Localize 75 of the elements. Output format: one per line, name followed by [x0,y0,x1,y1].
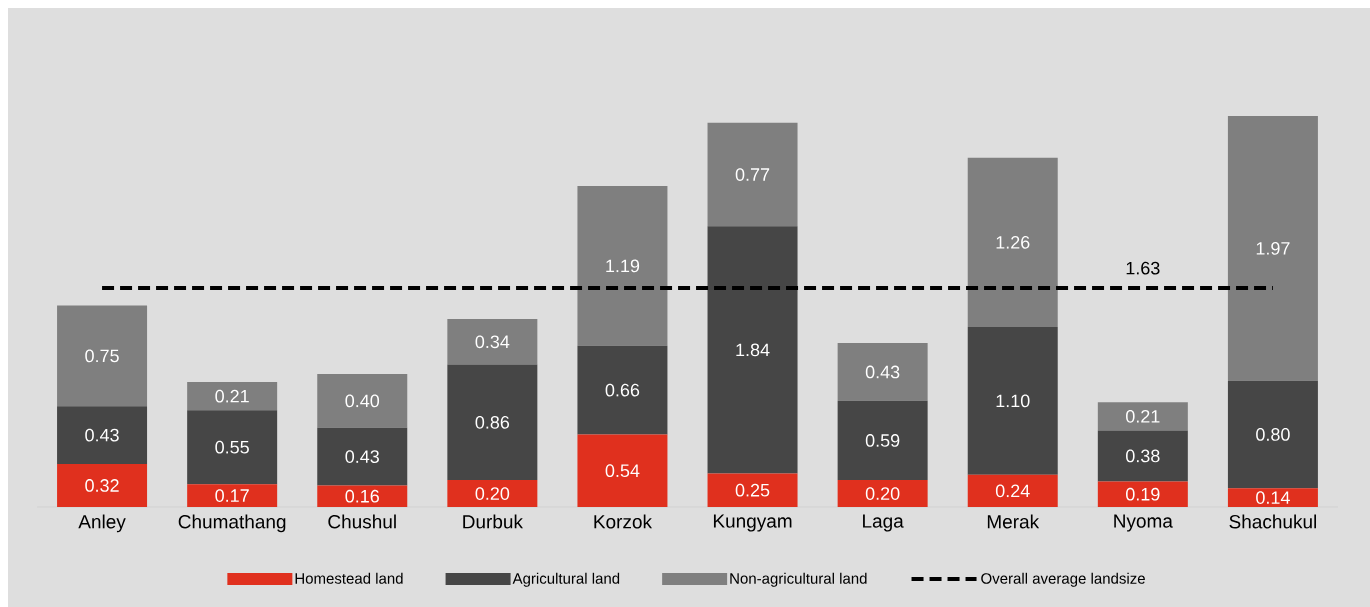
data-label: 0.25 [735,483,770,497]
bar [707,122,798,227]
data-label: 0.21 [1126,409,1160,423]
bar [187,382,278,411]
bar [57,464,148,507]
bar [447,318,538,365]
data-label: 0.43 [85,428,119,442]
data-label: 0.38 [1126,449,1160,463]
data-label: 0.43 [345,450,379,463]
bar [577,434,668,507]
bar [447,364,538,481]
bar [1227,116,1318,381]
legend-label: Non-agricultural land [730,572,867,587]
x-tick-label: Kungyam [713,514,792,532]
data-label: 0.59 [865,434,900,447]
bar [1227,380,1318,489]
legend-label: Overall average landsize [981,572,1145,587]
data-label: 1.84 [736,343,770,357]
data-label: 0.14 [1256,491,1290,504]
data-label: 1.63 [1126,261,1160,275]
x-tick-label: Laga [863,514,904,532]
bar [447,480,538,507]
bar [707,226,798,474]
data-label: 0.77 [735,168,770,181]
x-tick-label: Chushul [328,514,396,529]
bar [967,157,1058,327]
data-label: 1.19 [606,259,640,273]
data-label: 0.55 [215,440,249,454]
data-label: 0.24 [995,484,1030,498]
bar [577,185,668,346]
data-label: 0.20 [475,487,510,500]
data-label: 0.66 [605,383,640,397]
bar [967,327,1058,475]
x-tick-label: Anley [78,514,126,533]
data-label: 0.34 [475,335,510,349]
x-tick-label: Korzok [594,514,653,529]
x-tick-label: Nyoma [1114,514,1173,532]
data-label: 0.19 [1126,487,1160,501]
x-tick-label: Chumathang [178,514,286,533]
bar [1097,402,1188,431]
data-label: 0.16 [345,489,379,503]
data-label: 1.97 [1256,242,1290,255]
x-tick-label: Durbuk [463,514,523,529]
bar [187,484,278,507]
bar [187,410,278,485]
bar [837,480,928,507]
bar [1097,481,1188,507]
bar [967,474,1058,507]
bar [837,400,928,481]
data-label: 0.40 [345,394,380,408]
bar [1227,488,1318,507]
legend-label: Homestead land [295,572,403,584]
data-label: 0.43 [865,365,900,379]
bar [317,374,408,428]
bar [1097,430,1188,482]
bar [57,406,148,464]
data-label: 0.32 [85,479,119,492]
legend-label: Agricultural land [512,572,620,587]
bar [317,485,408,507]
data-label: 0.17 [215,489,249,502]
bar [57,305,148,407]
data-label: 1.26 [996,235,1030,249]
x-tick-label: Shachukul [1229,514,1316,529]
data-label: 0.21 [215,389,249,403]
bar [837,343,928,401]
data-label: 0.54 [605,464,640,478]
data-label: 0.75 [85,349,119,363]
bar [577,345,668,435]
bar [707,473,798,507]
x-tick-label: Merak [987,514,1040,529]
data-label: 0.20 [865,487,900,500]
bar [317,427,408,486]
data-label: 0.80 [1256,428,1290,441]
data-label: 0.86 [475,415,510,429]
data-label: 1.10 [996,394,1030,408]
